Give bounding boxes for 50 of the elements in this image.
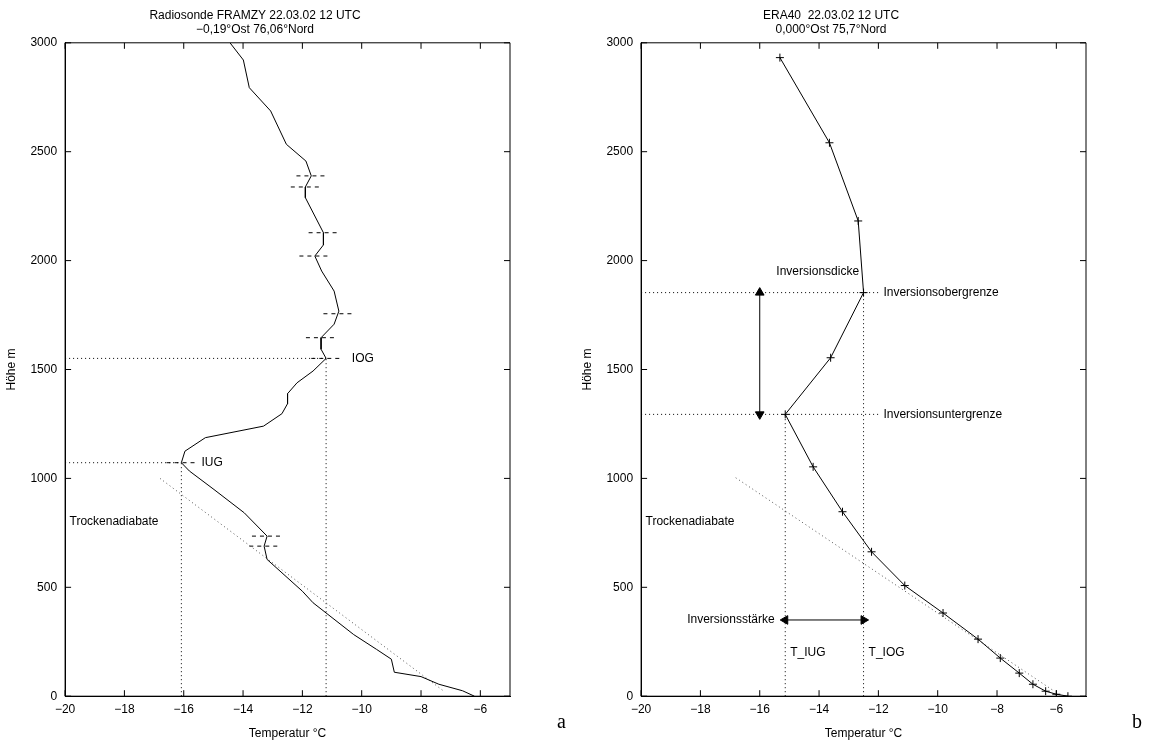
annotation: Inversionsuntergrenze <box>883 406 1003 421</box>
x-tick-label: −10 <box>351 701 373 716</box>
chart-title: Radiosonde FRAMZY 22.03.02 12 UTC <box>149 7 361 22</box>
x-tick-label: −16 <box>173 701 195 716</box>
x-tick-label: −12 <box>292 701 313 716</box>
y-tick-label: 1000 <box>30 470 58 485</box>
y-tick-label: 2500 <box>606 144 634 159</box>
annotation: Inversionsobergrenze <box>883 284 1000 299</box>
y-tick-label: 2500 <box>30 144 58 159</box>
y-tick-label: 1000 <box>606 470 634 485</box>
annotation: IOG <box>351 350 374 365</box>
x-tick-label: −14 <box>232 701 254 716</box>
y-tick-label: 3000 <box>606 35 634 50</box>
y-axis-title: Höhe m <box>3 348 18 391</box>
y-tick-label: 0 <box>50 688 58 703</box>
text: a <box>557 710 566 733</box>
chart-title: ERA40 22.03.02 12 UTC <box>762 7 900 22</box>
x-tick-label: −20 <box>630 701 652 716</box>
annotation: Trockenadiabate <box>69 514 159 529</box>
y-tick-label: 1500 <box>606 361 634 376</box>
x-tick-label: −8 <box>990 701 1005 716</box>
x-tick-label: −16 <box>749 701 771 716</box>
x-tick-label: −10 <box>927 701 949 716</box>
x-tick-label: −8 <box>414 701 429 716</box>
x-tick-label: −18 <box>690 701 711 716</box>
y-tick-label: 500 <box>37 579 58 594</box>
x-tick-label: −6 <box>1049 701 1064 716</box>
annotation: Inversionsdicke <box>776 263 860 278</box>
annotation: IUG <box>201 455 223 470</box>
y-tick-label: 500 <box>613 579 634 594</box>
x-axis-title: Temperatur °C <box>824 726 903 741</box>
x-tick-label: −6 <box>473 701 488 716</box>
x-tick-label: −18 <box>114 701 135 716</box>
x-tick-label: −12 <box>868 701 889 716</box>
chart-subtitle: −0,19°Ost 76,06°Nord <box>195 21 315 36</box>
y-tick-label: 0 <box>626 688 634 703</box>
text: b <box>1132 710 1142 733</box>
y-tick-label: 3000 <box>30 35 58 50</box>
annotation: Trockenadiabate <box>645 514 735 529</box>
annotation: T_IUG <box>790 645 826 660</box>
y-tick-label: 1500 <box>30 361 58 376</box>
annotation: Inversionsstärke <box>687 612 775 627</box>
annotation: T_IOG <box>868 645 905 660</box>
x-tick-label: −20 <box>54 701 76 716</box>
chart-subtitle: 0,000°Ost 75,7°Nord <box>775 21 887 36</box>
x-axis-title: Temperatur °C <box>248 726 327 741</box>
y-tick-label: 2000 <box>606 252 634 267</box>
y-axis-title: Höhe m <box>579 348 594 391</box>
x-tick-label: −14 <box>808 701 830 716</box>
y-tick-label: 2000 <box>30 252 58 267</box>
